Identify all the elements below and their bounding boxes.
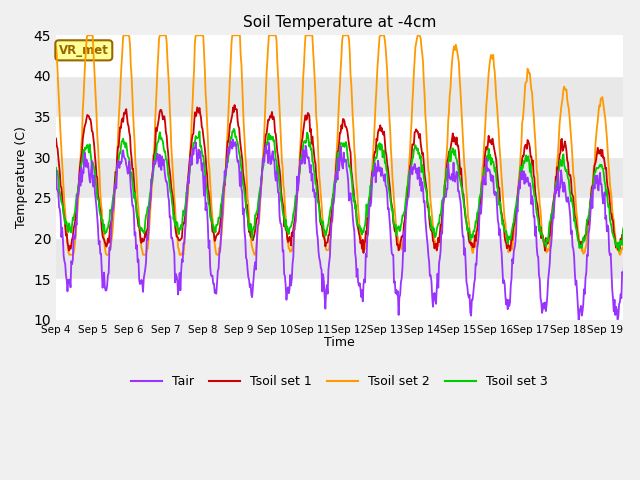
Y-axis label: Temperature (C): Temperature (C): [15, 127, 28, 228]
Bar: [56, 239, 623, 279]
X-axis label: Time: Time: [324, 336, 355, 349]
Bar: [56, 198, 623, 239]
Title: Soil Temperature at -4cm: Soil Temperature at -4cm: [243, 15, 436, 30]
Legend: Tair, Tsoil set 1, Tsoil set 2, Tsoil set 3: Tair, Tsoil set 1, Tsoil set 2, Tsoil se…: [126, 370, 553, 393]
Text: VR_met: VR_met: [59, 44, 109, 57]
Bar: [56, 76, 623, 117]
Bar: [56, 279, 623, 320]
Bar: [56, 36, 623, 76]
Bar: [56, 117, 623, 157]
Bar: [56, 157, 623, 198]
